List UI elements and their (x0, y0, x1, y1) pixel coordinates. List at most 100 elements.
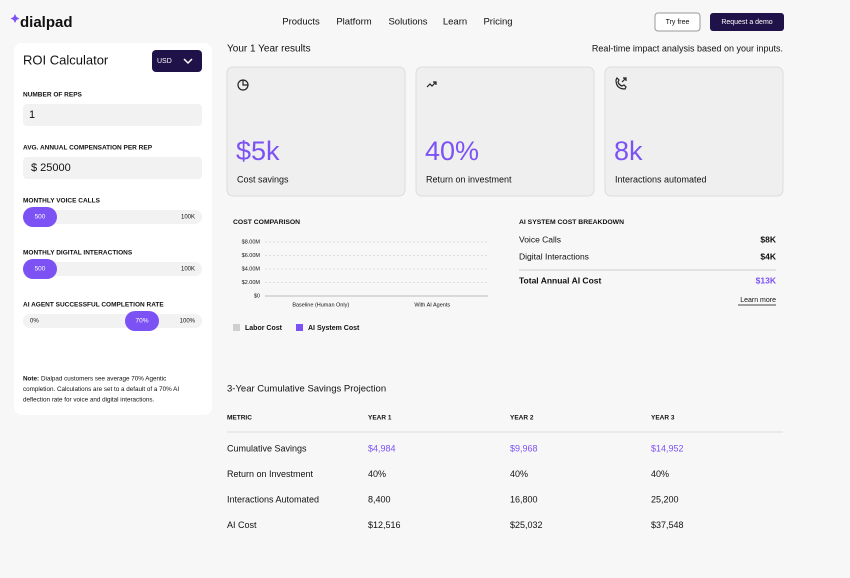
table-cell: 40% (651, 469, 669, 479)
note-label: Note: (23, 376, 39, 383)
slider-max: 100K (181, 267, 195, 273)
chart-title: COST COMPARISON (233, 219, 300, 226)
table-cell: Return on Investment (227, 469, 314, 479)
x-tick-label: Baseline (Human Only) (292, 302, 349, 308)
field-label: AVG. ANNUAL COMPENSATION PER REP (23, 145, 153, 152)
try-free-label[interactable]: Try free (666, 19, 690, 26)
logo-spark (10, 14, 20, 23)
slider-label: MONTHLY DIGITAL INTERACTIONS (23, 250, 133, 257)
slider-value: 500 (35, 266, 46, 273)
y-tick-label: $8.00M (242, 239, 261, 245)
trend-icon (426, 81, 437, 88)
table-cell: 16,800 (510, 494, 538, 504)
currency-value[interactable]: USD (157, 58, 172, 65)
input-value[interactable]: 1 (29, 109, 35, 121)
table-cell: 8,400 (368, 494, 391, 504)
card-icons (237, 76, 627, 91)
try-free-button[interactable] (654, 12, 701, 32)
slider-thumb[interactable] (23, 207, 57, 227)
cards (226, 66, 784, 197)
slider-track[interactable] (23, 210, 202, 224)
table-header: YEAR 3 (651, 415, 675, 422)
card-label: Interactions automated (615, 174, 707, 184)
slider-value: 70% (135, 318, 148, 325)
slider-track[interactable] (23, 262, 202, 276)
demo-button[interactable] (710, 13, 784, 31)
slider-label: MONTHLY VOICE CALLS (23, 198, 101, 205)
y-tick-label: $4.00M (242, 266, 261, 272)
card-value: 8k (614, 136, 643, 166)
table-cell: AI Cost (227, 520, 257, 530)
slider-min: 0% (30, 319, 39, 325)
legend-swatch (233, 324, 240, 331)
table-cell: 40% (368, 469, 386, 479)
slider-max: 100% (180, 319, 196, 325)
breakdown-title: AI SYSTEM COST BREAKDOWN (519, 219, 624, 226)
breakdown-value: $8K (760, 234, 776, 244)
table-header: YEAR 1 (368, 415, 392, 422)
breakdown-name: Voice Calls (519, 234, 561, 244)
table-cell: $9,968 (510, 443, 538, 453)
y-tick-label: $2.00M (242, 280, 261, 286)
slider-thumb[interactable] (23, 259, 57, 279)
table-header: METRIC (227, 415, 252, 422)
card (415, 66, 595, 197)
phone-icon (615, 76, 627, 90)
card-label: Return on investment (426, 174, 512, 184)
total-name: Total Annual AI Cost (519, 275, 601, 285)
slider-value: 500 (35, 214, 46, 221)
nav-link[interactable]: Platform (336, 17, 371, 28)
y-tick-label: $6.00M (242, 253, 261, 259)
table-cell: 40% (510, 469, 528, 479)
card-value: 40% (425, 136, 479, 166)
table-cell: $37,548 (651, 520, 684, 530)
chevron (183, 58, 193, 65)
calculator-title: ROI Calculator (23, 52, 109, 67)
table-cell: 25,200 (651, 494, 679, 504)
results-title: Your 1 Year results (227, 44, 311, 55)
projection-title: 3-Year Cumulative Savings Projection (227, 384, 386, 395)
field-label: NUMBER OF REPS (23, 92, 83, 99)
nav-link[interactable]: Products (282, 17, 320, 28)
input-value[interactable]: $ 25000 (31, 162, 71, 174)
table-cell: Cumulative Savings (227, 443, 307, 453)
table-header: YEAR 2 (510, 415, 534, 422)
note-text: completion. Calculations are set to a de… (23, 386, 179, 393)
table-cell: $14,952 (651, 443, 684, 453)
total-value: $13K (756, 275, 777, 285)
slider-track[interactable] (23, 314, 202, 328)
x-tick-label: With AI Agents (414, 302, 450, 308)
learn-more[interactable]: Learn more (740, 297, 776, 304)
text-input[interactable] (23, 157, 202, 179)
breakdown-value: $4K (760, 251, 776, 261)
text-input[interactable] (23, 104, 202, 126)
legend-swatch (296, 324, 303, 331)
slider-label: AI AGENT SUCCESSFUL COMPLETION RATE (23, 302, 164, 309)
table-cell: $12,516 (368, 520, 401, 530)
slider-max: 100K (181, 215, 195, 221)
card (604, 66, 784, 197)
nav-link[interactable]: Pricing (483, 17, 512, 28)
card (226, 66, 406, 197)
table-cell: $4,984 (368, 443, 396, 453)
currency-select[interactable] (152, 50, 202, 72)
legend-label: AI System Cost (308, 325, 360, 332)
note-text: Dialpad customers see average 70% Agenti… (41, 376, 166, 383)
table-cell: Interactions Automated (227, 494, 319, 504)
pie-icon (242, 80, 248, 86)
nav-link[interactable]: Solutions (388, 17, 427, 28)
logo: dialpad (20, 14, 73, 31)
slider-thumb[interactable] (125, 311, 159, 331)
breakdown-name: Digital Interactions (519, 251, 589, 261)
demo-label[interactable]: Request a demo (721, 19, 772, 26)
y-tick-label: $0 (254, 293, 260, 299)
table-cell: $25,032 (510, 520, 543, 530)
card-value: $5k (236, 136, 280, 166)
results-subtitle: Real-time impact analysis based on your … (592, 43, 783, 53)
calculator-panel (14, 43, 212, 415)
legend-label: Labor Cost (245, 325, 283, 332)
nav-link[interactable]: Learn (443, 17, 467, 28)
card-label: Cost savings (237, 174, 289, 184)
note-text: deflection rate for voice and digital in… (23, 397, 155, 404)
